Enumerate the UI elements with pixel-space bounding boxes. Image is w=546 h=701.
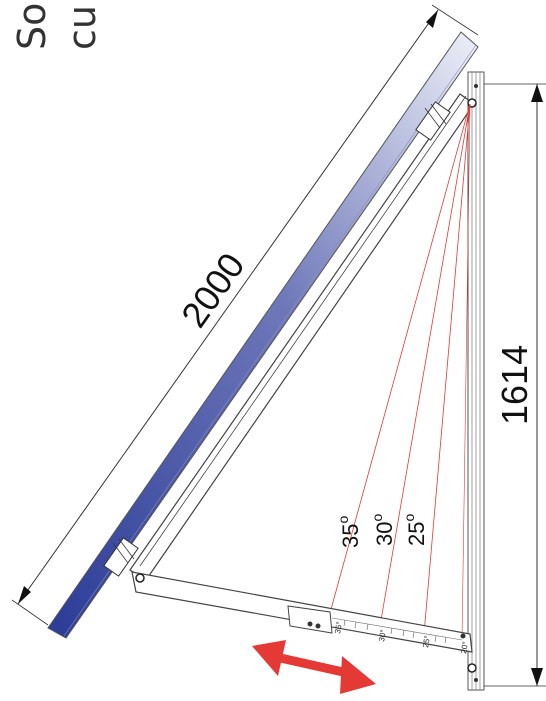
title-line-2: cu	[60, 5, 104, 50]
angle-line-30	[379, 103, 471, 627]
height-arrow-bottom	[531, 668, 543, 686]
angle-labels: 35o 30o 25o	[335, 514, 429, 548]
cropped-title: Sol cu	[10, 0, 104, 50]
scale-mark-20: 20°	[459, 641, 470, 654]
frame-pivot-bottom	[467, 663, 477, 673]
frame-height-dimension: 1614	[484, 83, 546, 687]
dimension-arrow-start	[18, 586, 31, 604]
support-rail	[129, 93, 475, 581]
angle-line-25	[423, 103, 471, 635]
adjustable-leg[interactable]	[131, 571, 473, 653]
angle-label-30: 30o	[369, 514, 397, 546]
angle-label-25: 25o	[401, 514, 429, 546]
scale-mark-35: 35°	[333, 621, 344, 634]
angle-line-35	[329, 103, 471, 614]
frame-height-label: 1614	[494, 345, 535, 425]
panel-clamp-top	[415, 101, 451, 141]
angle-label-35: 35o	[335, 516, 363, 548]
scale-mark-30: 30°	[377, 629, 388, 642]
dimension-arrow-end	[426, 10, 438, 28]
solar-panel	[47, 31, 479, 639]
double-headed-arrow-icon	[252, 640, 376, 694]
leg-pivot	[135, 573, 145, 583]
vertical-frame	[467, 71, 485, 691]
title-line-1: Sol	[10, 0, 54, 50]
panel-clamp-bottom	[103, 537, 139, 577]
leg-scale: 35° 30° 25° 20°	[331, 617, 470, 654]
leg-sleeve	[287, 605, 333, 634]
scale-mark-25: 25°	[421, 635, 432, 648]
angle-lines	[329, 103, 471, 641]
angle-line-20	[461, 103, 471, 641]
height-arrow-top	[531, 84, 543, 102]
